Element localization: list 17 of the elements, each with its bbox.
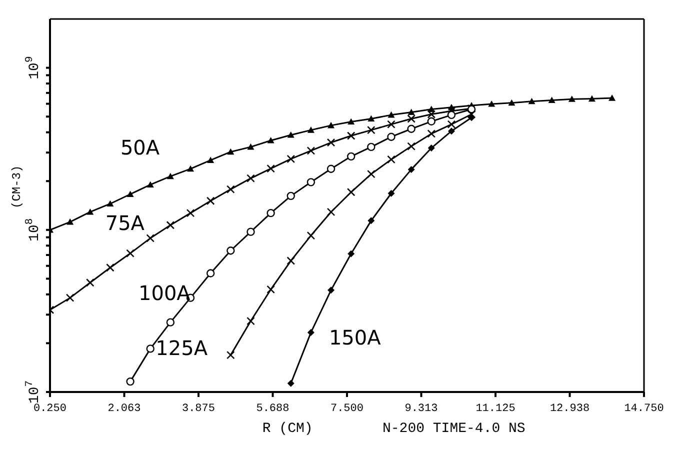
x-tick-label: 7.500 [330, 403, 364, 415]
series-label: 75A [105, 211, 145, 236]
series-label: 150A [328, 325, 382, 350]
series-label: 50A [120, 135, 160, 160]
series-label: 125A [156, 336, 208, 360]
x-axis-title: R (CM) [262, 421, 313, 437]
text: N-200 TIME-4.0 NS [382, 421, 526, 437]
x-tick-label: 9.313 [404, 403, 438, 415]
x-tick-label: 12.938 [550, 403, 590, 415]
x-tick-label: 3.875 [182, 403, 216, 415]
series-label: 100A [138, 280, 191, 305]
x-tick-label: 11.125 [476, 403, 516, 415]
x-tick-label: 14.750 [624, 403, 664, 415]
x-tick-label: 0.250 [33, 403, 67, 415]
x-tick-label: 5.688 [256, 403, 290, 415]
x-tick-label: 2.063 [108, 403, 141, 415]
y-axis-title: (CM-3) [10, 165, 24, 208]
